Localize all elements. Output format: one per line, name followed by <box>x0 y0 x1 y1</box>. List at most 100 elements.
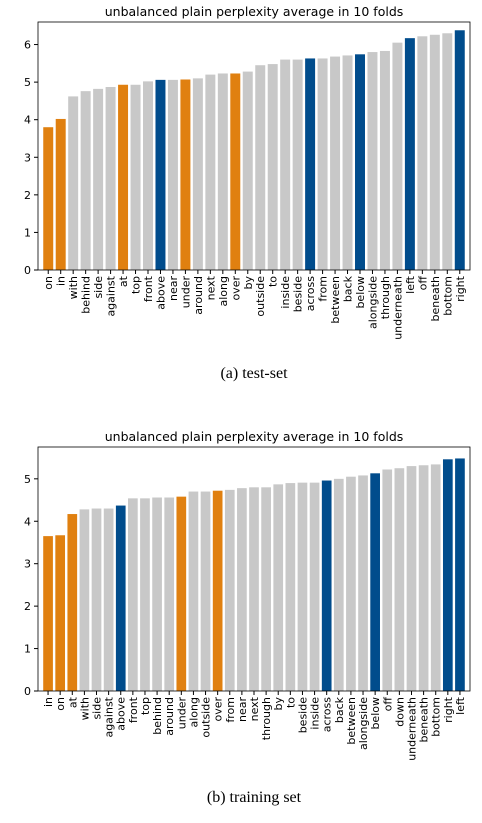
bar <box>188 491 199 691</box>
bar <box>164 497 175 691</box>
bar <box>309 482 320 691</box>
x-tick-label: on <box>54 697 67 711</box>
bar <box>140 498 150 691</box>
x-tick-label: along <box>187 697 200 727</box>
bar <box>280 59 291 270</box>
x-tick-label: underneath <box>405 697 418 761</box>
x-tick-label: over <box>229 276 242 301</box>
x-tick-label: in <box>42 697 55 707</box>
x-tick-label: inside <box>309 697 322 730</box>
y-tick-label: 2 <box>24 600 31 613</box>
bar <box>105 87 116 270</box>
bar <box>200 491 211 691</box>
bar <box>80 91 91 270</box>
bar <box>93 88 104 270</box>
x-tick-label: inside <box>279 276 292 309</box>
x-tick-label: through <box>379 276 392 319</box>
x-tick-label: around <box>192 276 205 315</box>
x-tick-label: above <box>115 697 128 731</box>
x-tick-label: with <box>67 276 80 299</box>
bar <box>118 84 129 270</box>
x-tick-label: with <box>78 697 91 720</box>
bar <box>370 473 380 691</box>
x-tick-label: between <box>345 697 358 745</box>
y-tick-label: 0 <box>24 685 31 698</box>
bar <box>333 478 344 691</box>
bar <box>68 96 79 271</box>
bar <box>392 42 403 270</box>
x-tick-label: alongside <box>357 697 370 750</box>
x-tick-label: underneath <box>391 276 404 340</box>
bar <box>128 498 138 691</box>
y-tick-label: 1 <box>24 226 31 239</box>
y-tick-label: 5 <box>24 473 31 486</box>
x-tick-label: off <box>381 697 394 712</box>
x-tick-label: back <box>333 696 346 723</box>
x-tick-label: from <box>224 697 237 723</box>
x-tick-label: alongside <box>366 276 379 329</box>
x-tick-label: front <box>127 696 140 723</box>
y-tick-label: 4 <box>24 515 31 528</box>
bar <box>367 52 378 270</box>
x-tick-label: right <box>442 696 455 723</box>
x-tick-label: right <box>454 275 467 302</box>
y-tick-label: 6 <box>24 39 31 52</box>
bar <box>429 34 440 270</box>
bar <box>382 469 393 691</box>
x-tick-label: by <box>272 697 285 711</box>
x-tick-label: to <box>267 276 280 287</box>
x-tick-label: left <box>454 696 467 715</box>
bar <box>152 497 162 691</box>
chart-title: unbalanced plain perplexity average in 1… <box>105 4 404 19</box>
bar <box>330 56 341 270</box>
bar <box>267 64 278 271</box>
bar <box>55 535 66 691</box>
y-tick-label: 2 <box>24 189 31 202</box>
x-tick-label: below <box>354 276 367 309</box>
x-tick-label: next <box>204 275 217 300</box>
x-tick-label: left <box>404 275 417 294</box>
bar <box>292 59 303 270</box>
x-tick-label: down <box>393 697 406 727</box>
y-tick-label: 5 <box>24 76 31 89</box>
y-tick-label: 4 <box>24 114 31 127</box>
axes-frame <box>37 21 471 271</box>
x-tick-label: bottom <box>430 697 443 737</box>
bar <box>394 468 405 691</box>
bar <box>297 482 308 691</box>
x-tick-label: outside <box>200 697 213 738</box>
bar <box>417 36 428 270</box>
bar <box>346 476 356 691</box>
x-tick-label: behind <box>80 276 93 314</box>
x-tick-label: from <box>317 276 330 302</box>
bar <box>261 487 271 691</box>
bar <box>91 508 102 691</box>
chart-title: unbalanced plain perplexity average in 1… <box>105 429 404 444</box>
bar <box>103 508 114 691</box>
axes-frame <box>37 446 471 692</box>
x-tick-label: across <box>304 276 317 312</box>
bar <box>79 509 90 691</box>
bar <box>379 50 390 270</box>
x-tick-label: outside <box>254 276 267 317</box>
bar <box>167 79 178 270</box>
x-tick-label: below <box>369 697 382 730</box>
bar <box>317 58 328 270</box>
x-tick-label: against <box>103 696 116 737</box>
bar <box>273 484 284 691</box>
bar <box>255 65 266 270</box>
bar <box>176 496 187 691</box>
x-tick-label: in <box>55 276 68 286</box>
bar <box>418 465 429 691</box>
x-tick-label: around <box>163 697 176 736</box>
bar <box>305 58 316 270</box>
bar <box>249 487 259 691</box>
caption: (a) test-set <box>220 365 288 382</box>
bar <box>237 488 247 691</box>
bar <box>358 475 368 691</box>
x-tick-label: back <box>342 275 355 302</box>
bar <box>180 79 191 270</box>
x-tick-label: off <box>416 276 429 291</box>
caption: (b) training set <box>207 789 302 806</box>
